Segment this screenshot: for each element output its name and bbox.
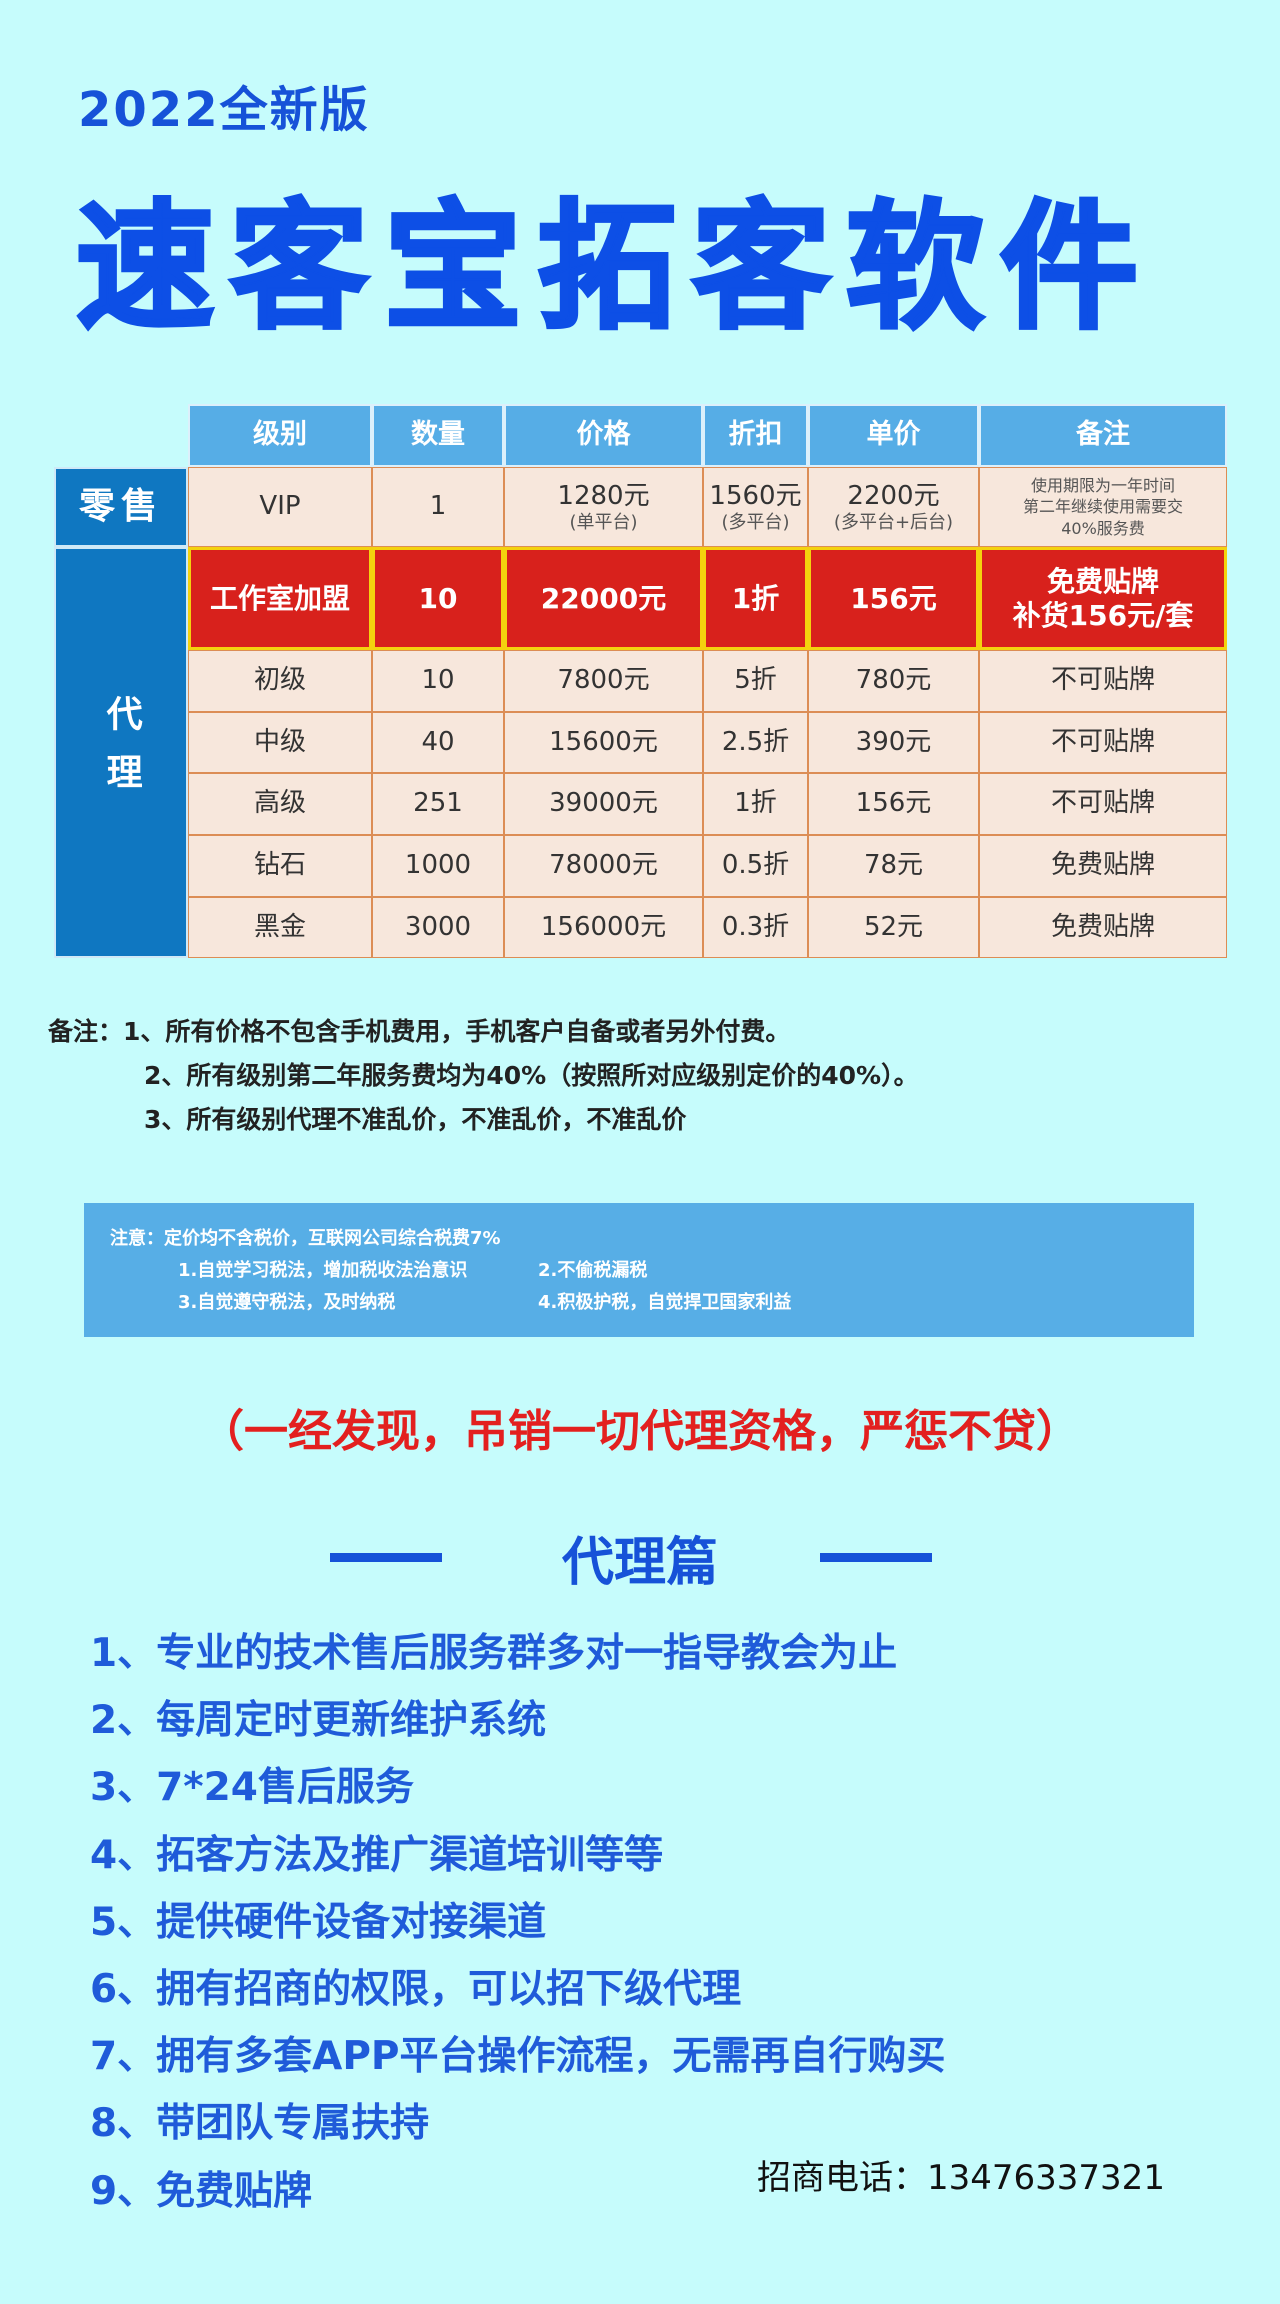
table-cell-remark: 不可贴牌 xyxy=(979,773,1227,835)
vip-discount: 1560元 (多平台) xyxy=(703,467,808,547)
table-cell-unit: 390元 xyxy=(808,712,979,773)
edition-label: 2022全新版 xyxy=(78,82,370,138)
tax-item: 2.不偷税漏税 xyxy=(538,1260,648,1281)
agent-label-text: 代理 xyxy=(100,694,142,811)
table-cell-unit: 156元 xyxy=(808,773,979,835)
remark-line: 第二年继续使用需要交 xyxy=(1022,497,1183,517)
tax-item: 3.自觉遵守税法，及时纳税 xyxy=(178,1292,396,1313)
price-note: (多平台) xyxy=(721,511,790,533)
note-item: 3、所有级别代理不准乱价，不准乱价，不准乱价 xyxy=(144,1105,687,1134)
studio-unit: 156元 xyxy=(808,547,979,650)
warning-text: （一经发现，吊销一切代理资格，严惩不贷） xyxy=(200,1406,1080,1457)
column-header: 折扣 xyxy=(703,404,808,467)
vip-qty: 1 xyxy=(372,467,504,547)
agent-label: 代理 xyxy=(54,547,188,958)
table-cell-unit: 52元 xyxy=(808,897,979,958)
column-header: 级别 xyxy=(188,404,372,467)
tax-line: 注意：定价均不含税价，互联网公司综合税费7% xyxy=(110,1228,501,1249)
studio-level: 工作室加盟 xyxy=(188,547,372,650)
price: 1560元 xyxy=(709,480,802,511)
column-header: 数量 xyxy=(372,404,504,467)
table-cell-level: 黑金 xyxy=(188,897,372,958)
contact-phone: 招商电话：13476337321 xyxy=(757,2158,1165,2198)
vip-remark: 使用期限为一年时间 第二年继续使用需要交 40%服务费 xyxy=(979,467,1227,547)
table-cell-discount: 2.5折 xyxy=(703,712,808,773)
table-cell-price: 39000元 xyxy=(504,773,703,835)
price-note: (单平台) xyxy=(569,511,638,533)
remark-line: 40%服务费 xyxy=(1061,518,1145,538)
vip-price: 1280元 (单平台) xyxy=(504,467,703,547)
table-cell-qty: 1000 xyxy=(372,835,504,897)
agent-benefits-list: 1、专业的技术售后服务群多对一指导教会为止 2、每周定时更新维护系统 3、7*2… xyxy=(90,1620,946,2225)
table-cell-level: 高级 xyxy=(188,773,372,835)
vip-unit: 2200元 (多平台+后台) xyxy=(808,467,979,547)
list-item: 8、带团队专属扶持 xyxy=(90,2101,430,2147)
table-cell-qty: 10 xyxy=(372,650,504,712)
price-note: (多平台+后台) xyxy=(833,511,954,533)
table-cell-unit: 780元 xyxy=(808,650,979,712)
tax-notice-box: 注意：定价均不含税价，互联网公司综合税费7% 1.自觉学习税法，增加税收法治意识… xyxy=(84,1203,1194,1337)
studio-remark: 免费贴牌 补货156元/套 xyxy=(979,547,1227,650)
remark-line: 使用期限为一年时间 xyxy=(1030,475,1175,495)
notes: 备注：1、所有价格不包含手机费用，手机客户自备或者另外付费。 2、所有级别第二年… xyxy=(48,1010,919,1142)
table-cell-discount: 5折 xyxy=(703,650,808,712)
studio-price: 22000元 xyxy=(504,547,703,650)
table-cell-price: 15600元 xyxy=(504,712,703,773)
table-cell-discount: 0.5折 xyxy=(703,835,808,897)
note-item: 备注：1、所有价格不包含手机费用，手机客户自备或者另外付费。 xyxy=(48,1017,791,1046)
list-item: 5、提供硬件设备对接渠道 xyxy=(90,1899,547,1945)
table-cell-qty: 40 xyxy=(372,712,504,773)
table-cell-price: 7800元 xyxy=(504,650,703,712)
table-cell-level: 钻石 xyxy=(188,835,372,897)
price: 1280元 xyxy=(557,480,650,511)
table-cell-price: 78000元 xyxy=(504,835,703,897)
retail-label: 零售 xyxy=(54,467,188,547)
table-cell-remark: 免费贴牌 xyxy=(979,835,1227,897)
tax-item: 1.自觉学习税法，增加税收法治意识 xyxy=(178,1260,468,1281)
list-item: 9、免费贴牌 xyxy=(90,2168,313,2214)
column-header: 价格 xyxy=(504,404,703,467)
table-cell-remark: 不可贴牌 xyxy=(979,712,1227,773)
page-title: 速客宝拓客软件 xyxy=(74,186,1155,350)
studio-discount: 1折 xyxy=(703,547,808,650)
list-item: 6、拥有招商的权限，可以招下级代理 xyxy=(90,1967,742,2013)
divider-bar-left xyxy=(330,1553,442,1562)
list-item: 3、7*24售后服务 xyxy=(90,1765,414,1811)
table-cell-discount: 0.3折 xyxy=(703,897,808,958)
table-cell-qty: 251 xyxy=(372,773,504,835)
table-cell-level: 初级 xyxy=(188,650,372,712)
price: 2200元 xyxy=(847,480,940,511)
list-item: 2、每周定时更新维护系统 xyxy=(90,1698,547,1744)
divider-bar-right xyxy=(820,1553,932,1562)
list-item: 1、专业的技术售后服务群多对一指导教会为止 xyxy=(90,1631,898,1676)
studio-qty: 10 xyxy=(372,547,504,650)
table-cell-unit: 78元 xyxy=(808,835,979,897)
table-cell-qty: 3000 xyxy=(372,897,504,958)
table-cell-level: 中级 xyxy=(188,712,372,773)
table-cell-discount: 1折 xyxy=(703,773,808,835)
vip-level: VIP xyxy=(188,467,372,547)
remark-line: 补货156元/套 xyxy=(1012,598,1194,632)
table-cell-price: 156000元 xyxy=(504,897,703,958)
remark-line: 免费贴牌 xyxy=(1046,564,1159,598)
column-header: 单价 xyxy=(808,404,979,467)
agent-section-title: 代理篇 xyxy=(561,1533,718,1593)
column-header: 备注 xyxy=(979,404,1227,467)
note-item: 2、所有级别第二年服务费均为40%（按照所对应级别定价的40%）。 xyxy=(144,1061,919,1090)
list-item: 7、拥有多套APP平台操作流程，无需再自行购买 xyxy=(90,2034,946,2080)
table-cell-remark: 不可贴牌 xyxy=(979,650,1227,712)
list-item: 4、拓客方法及推广渠道培训等等 xyxy=(90,1832,664,1878)
tax-item: 4.积极护税，自觉捍卫国家利益 xyxy=(538,1292,792,1313)
table-cell-remark: 免费贴牌 xyxy=(979,897,1227,958)
